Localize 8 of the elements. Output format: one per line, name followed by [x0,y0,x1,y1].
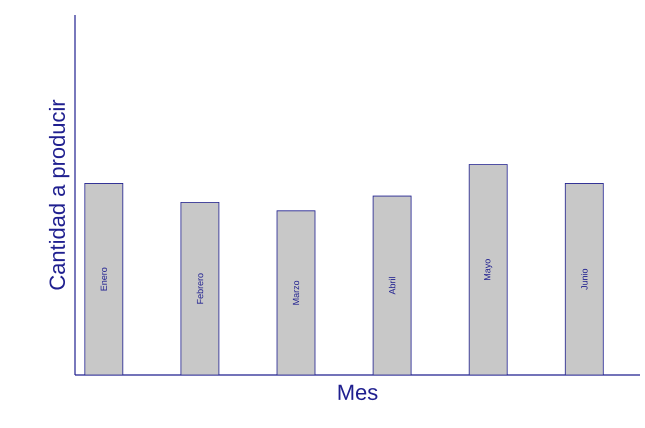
x-tick-label: Febrero [196,273,204,304]
y-axis-title: Cantidad a producir [48,100,70,290]
x-tick-label: Mayo [484,259,492,280]
x-tick-label: Junio [580,268,588,290]
x-axis-title: Mes [338,384,378,400]
x-tick-label: Abril [388,277,396,294]
x-tick-label: Enero [100,268,107,290]
x-tick-label: Marzo [292,280,300,305]
